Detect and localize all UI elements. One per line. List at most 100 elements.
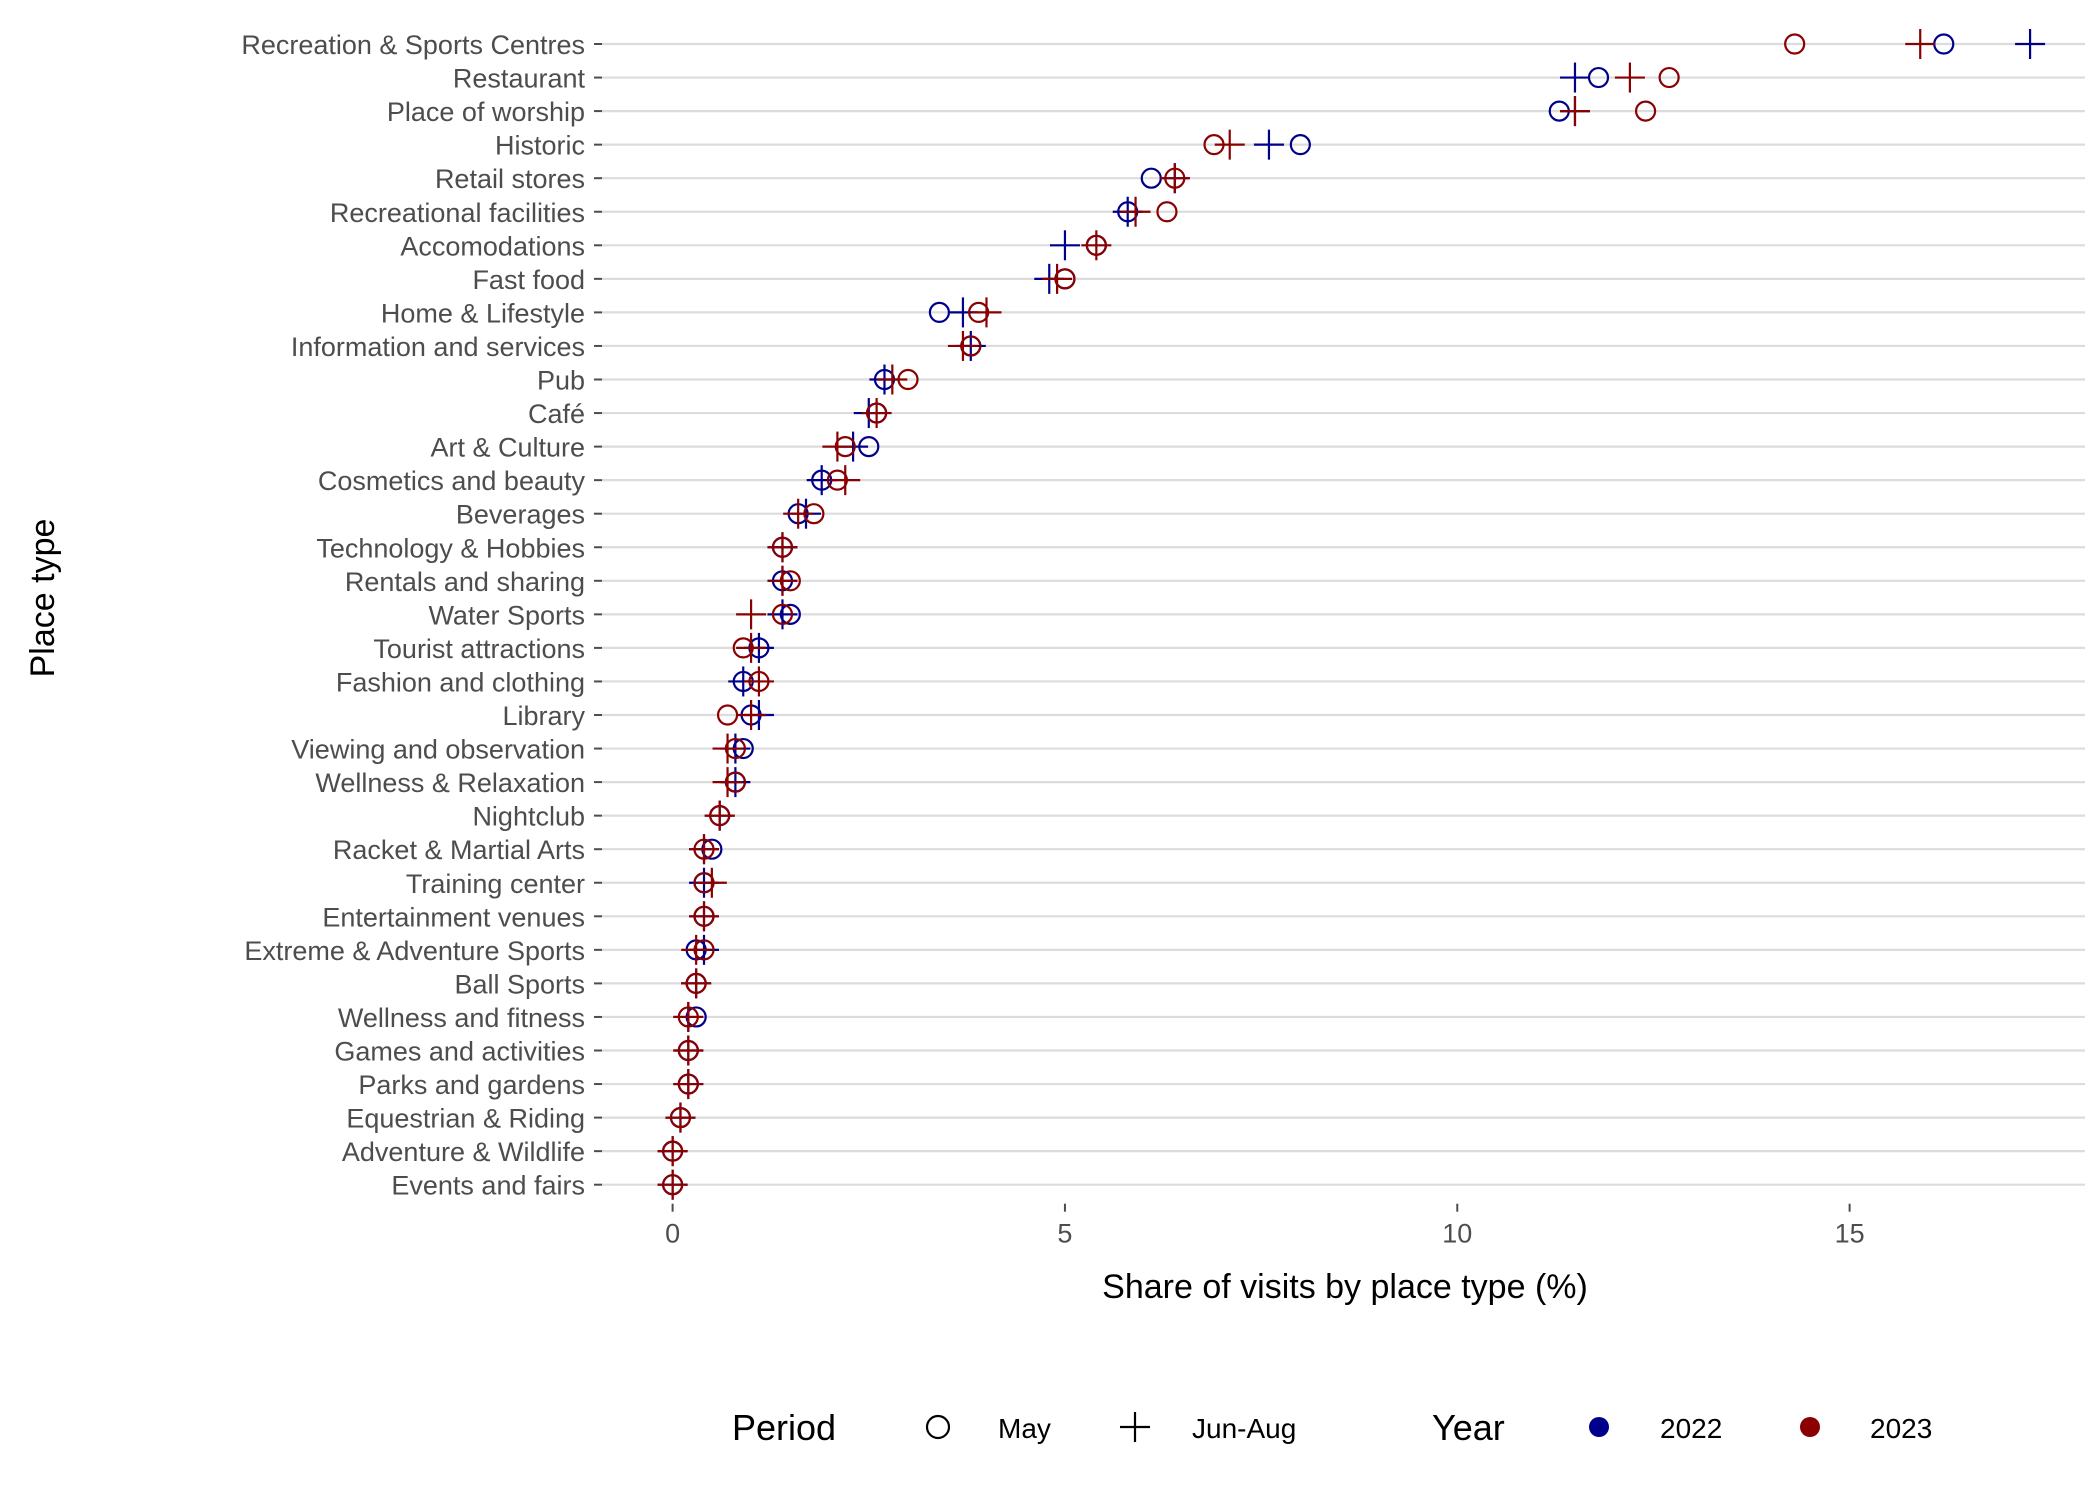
point-may-2023 xyxy=(1658,66,1680,89)
point-junaug-2023 xyxy=(689,834,720,865)
y-tick-label: Beverages xyxy=(456,500,585,530)
point-junaug-2023 xyxy=(657,1169,688,1200)
y-tick-label: Recreation & Sports Centres xyxy=(241,30,585,60)
point-junaug-2023 xyxy=(767,532,798,563)
point-may-2022 xyxy=(1289,134,1311,156)
point-may-2023 xyxy=(1156,201,1178,223)
y-tick-label: Recreational facilities xyxy=(330,198,585,228)
legend-year-2023-label: 2023 xyxy=(1870,1413,1932,1444)
grid-lines xyxy=(602,42,2085,1186)
point-junaug-2023 xyxy=(1559,96,1590,127)
y-tick-label: Restaurant xyxy=(453,64,586,94)
y-tick-label: Technology & Hobbies xyxy=(316,533,585,563)
point-junaug-2023 xyxy=(1214,129,1245,160)
point-junaug-2023 xyxy=(673,1069,704,1100)
point-junaug-2023 xyxy=(1614,62,1645,93)
point-junaug-2023 xyxy=(689,901,720,932)
legend: Period May Jun-Aug Year 2022 2023 xyxy=(732,1407,1932,1448)
y-tick-label: Racket & Martial Arts xyxy=(333,835,585,865)
point-junaug-2023 xyxy=(743,666,774,697)
legend-year-2022-label: 2022 xyxy=(1660,1413,1722,1444)
y-tick-label: Parks and gardens xyxy=(358,1070,585,1100)
point-junaug-2023 xyxy=(736,700,767,730)
legend-period-junaug-label: Jun-Aug xyxy=(1192,1413,1296,1444)
point-junaug-2023 xyxy=(767,565,798,596)
point-junaug-2022 xyxy=(1559,62,1590,93)
y-tick-label: Extreme & Adventure Sports xyxy=(244,936,585,966)
y-tick-label: Cosmetics and beauty xyxy=(318,466,586,496)
legend-dot-2022-icon xyxy=(1589,1417,1609,1437)
point-junaug-2023 xyxy=(1905,29,1936,59)
point-junaug-2022 xyxy=(2015,29,2046,59)
point-junaug-2022 xyxy=(1253,129,1284,160)
y-tick-label: Wellness & Relaxation xyxy=(315,768,585,798)
y-tick-label: Fashion and clothing xyxy=(336,667,585,697)
point-junaug-2023 xyxy=(736,632,767,663)
y-tick-label: Equestrian & Riding xyxy=(346,1104,585,1134)
legend-circle-icon xyxy=(925,1414,951,1440)
point-junaug-2023 xyxy=(681,968,712,999)
point-junaug-2023 xyxy=(673,1001,704,1032)
y-axis-title: Place type xyxy=(24,519,62,678)
y-tick-label: Nightclub xyxy=(472,802,585,832)
y-tick-label: Rentals and sharing xyxy=(345,567,585,597)
y-tick-label: Café xyxy=(528,399,585,429)
y-tick-label: Adventure & Wildlife xyxy=(342,1137,585,1167)
legend-plus-icon xyxy=(1120,1412,1150,1442)
legend-period-title: Period xyxy=(732,1407,836,1448)
x-tick-label: 15 xyxy=(1835,1219,1865,1249)
point-junaug-2023 xyxy=(971,297,1002,328)
y-tick-label: Entertainment venues xyxy=(322,902,585,932)
y-tick-label: Art & Culture xyxy=(430,433,585,463)
point-junaug-2023 xyxy=(712,767,743,798)
point-junaug-2023 xyxy=(1081,230,1112,261)
legend-period-may-label: May xyxy=(998,1413,1051,1444)
y-tick-label: Pub xyxy=(537,366,585,396)
legend-year-title: Year xyxy=(1432,1407,1505,1448)
y-tick-label: Home & Lifestyle xyxy=(381,298,585,328)
y-tick-label: Place of worship xyxy=(387,97,585,127)
point-junaug-2023 xyxy=(704,800,735,831)
point-junaug-2023 xyxy=(783,498,814,529)
y-tick-label: Wellness and fitness xyxy=(338,1003,585,1033)
y-tick-label: Information and services xyxy=(291,332,585,362)
legend-dot-2023-icon xyxy=(1800,1417,1820,1437)
point-junaug-2023 xyxy=(665,1102,696,1133)
point-junaug-2023 xyxy=(712,733,743,764)
x-tick-label: 10 xyxy=(1442,1219,1472,1249)
y-tick-label: Ball Sports xyxy=(454,969,585,999)
point-junaug-2023 xyxy=(822,431,853,462)
point-junaug-2023 xyxy=(681,934,712,965)
point-junaug-2023 xyxy=(877,364,908,395)
y-tick-label: Historic xyxy=(495,131,585,161)
point-junaug-2023 xyxy=(1042,263,1073,294)
y-axis: Recreation & Sports Centres RestaurantPla… xyxy=(241,30,602,1201)
x-tick-label: 0 xyxy=(665,1219,680,1249)
y-tick-label: Training center xyxy=(406,869,585,899)
point-junaug-2023 xyxy=(736,599,767,630)
x-axis: 0 5 10 15 xyxy=(665,1203,1865,1249)
y-tick-label: Games and activities xyxy=(334,1037,585,1067)
x-tick-label: 5 xyxy=(1057,1219,1072,1249)
y-tick-label: Fast food xyxy=(472,265,585,295)
point-junaug-2023 xyxy=(947,330,978,361)
x-axis-title: Share of visits by place type (%) xyxy=(1102,1268,1588,1306)
point-may-2023 xyxy=(1634,100,1657,122)
y-tick-label: Library xyxy=(502,701,585,731)
data-points xyxy=(657,29,2046,1200)
y-tick-label: Accomodations xyxy=(400,231,585,261)
point-junaug-2023 xyxy=(830,465,861,496)
point-junaug-2023 xyxy=(657,1136,688,1167)
point-junaug-2022 xyxy=(1049,230,1080,261)
y-tick-label: Water Sports xyxy=(428,600,585,630)
point-junaug-2023 xyxy=(673,1035,704,1066)
point-junaug-2023 xyxy=(1159,163,1190,194)
y-tick-label: Events and fairs xyxy=(391,1171,585,1201)
y-tick-label: Tourist attractions xyxy=(373,634,585,664)
point-may-2023 xyxy=(771,603,794,625)
point-may-2023 xyxy=(1784,33,1806,55)
y-tick-label: Retail stores xyxy=(435,164,585,194)
point-junaug-2023 xyxy=(1120,196,1151,227)
y-tick-label: Viewing and observation xyxy=(291,735,585,765)
